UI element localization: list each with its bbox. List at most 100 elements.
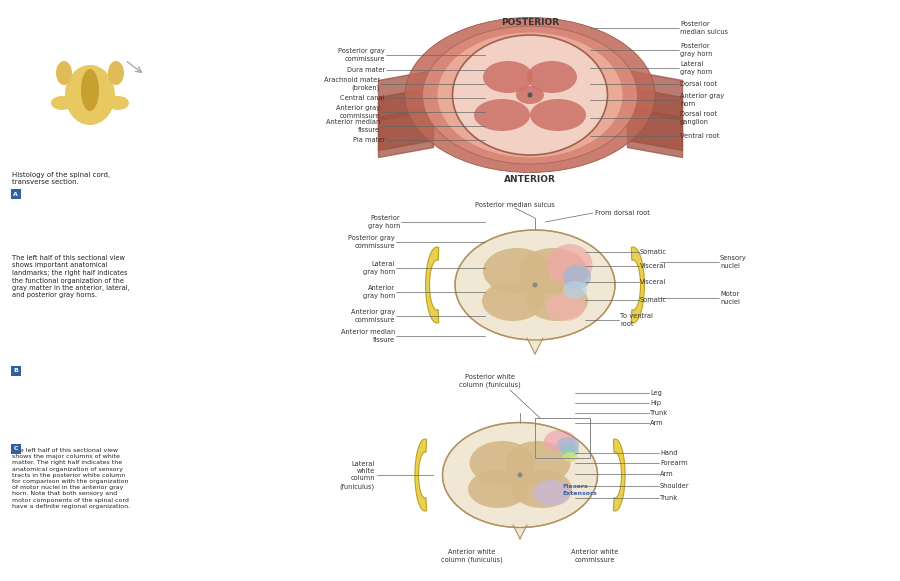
Ellipse shape xyxy=(107,96,129,110)
Text: Anterior
gray horn: Anterior gray horn xyxy=(363,285,395,299)
Polygon shape xyxy=(426,247,439,323)
Ellipse shape xyxy=(482,281,544,321)
Text: Posterior
gray horn: Posterior gray horn xyxy=(367,215,400,229)
Ellipse shape xyxy=(65,65,115,125)
Text: Ventral root: Ventral root xyxy=(680,133,719,139)
FancyBboxPatch shape xyxy=(11,188,21,199)
Text: Leg: Leg xyxy=(650,390,662,396)
Ellipse shape xyxy=(527,92,533,98)
Ellipse shape xyxy=(563,264,591,289)
Ellipse shape xyxy=(561,445,579,457)
Ellipse shape xyxy=(516,86,544,104)
Ellipse shape xyxy=(507,466,533,484)
Polygon shape xyxy=(631,247,644,323)
Text: Posterior median sulcus: Posterior median sulcus xyxy=(475,202,555,208)
Text: B: B xyxy=(14,368,18,374)
Text: Arm: Arm xyxy=(650,420,663,426)
Text: Posterior white
column (funiculus): Posterior white column (funiculus) xyxy=(459,374,521,388)
Text: POSTERIOR: POSTERIOR xyxy=(501,18,559,27)
Text: Visceral: Visceral xyxy=(640,279,666,285)
Ellipse shape xyxy=(533,480,571,506)
Ellipse shape xyxy=(533,282,537,288)
Text: To ventral
root: To ventral root xyxy=(620,313,652,327)
Text: Trunk: Trunk xyxy=(650,410,668,416)
Text: Posterior
median sulcus: Posterior median sulcus xyxy=(680,21,728,35)
Text: Sensory
nuclei: Sensory nuclei xyxy=(720,255,747,269)
Text: Flexors
Extensors: Flexors Extensors xyxy=(562,485,597,496)
Ellipse shape xyxy=(526,281,588,321)
Text: Histology of the spinal cord,
transverse section.: Histology of the spinal cord, transverse… xyxy=(12,171,110,185)
Ellipse shape xyxy=(521,275,549,295)
Ellipse shape xyxy=(530,99,586,131)
Polygon shape xyxy=(527,338,543,354)
Text: ANTERIOR: ANTERIOR xyxy=(504,175,556,184)
Ellipse shape xyxy=(443,422,598,528)
Text: Dura mater: Dura mater xyxy=(346,67,385,73)
Text: Lateral
gray horn: Lateral gray horn xyxy=(363,261,395,275)
Ellipse shape xyxy=(519,248,587,294)
Ellipse shape xyxy=(557,437,579,453)
Ellipse shape xyxy=(405,17,655,173)
Ellipse shape xyxy=(51,96,73,110)
Text: Somatic: Somatic xyxy=(640,249,667,255)
Text: Lateral
white
column
(funiculus): Lateral white column (funiculus) xyxy=(340,461,375,490)
Ellipse shape xyxy=(547,244,592,286)
Text: From dorsal root: From dorsal root xyxy=(595,210,650,216)
Ellipse shape xyxy=(81,69,99,111)
Text: Trunk: Trunk xyxy=(660,495,678,501)
Text: Anterior gray
commissure: Anterior gray commissure xyxy=(351,309,395,323)
Text: Anterior median
fissure: Anterior median fissure xyxy=(341,329,395,343)
Ellipse shape xyxy=(474,99,530,131)
Text: Visceral: Visceral xyxy=(640,263,666,269)
Text: Anterior white
column (funiculus): Anterior white column (funiculus) xyxy=(441,549,503,563)
Ellipse shape xyxy=(512,470,572,508)
Text: Hip: Hip xyxy=(650,400,661,406)
Ellipse shape xyxy=(544,430,576,452)
Text: Forearm: Forearm xyxy=(660,460,688,466)
FancyBboxPatch shape xyxy=(11,365,21,375)
Text: Anterior white
commissure: Anterior white commissure xyxy=(572,549,618,562)
Text: The left half of this sectional view
shows important anatomical
landmarks; the r: The left half of this sectional view sho… xyxy=(12,255,130,299)
FancyBboxPatch shape xyxy=(11,443,21,454)
Text: Hand: Hand xyxy=(660,450,678,456)
Ellipse shape xyxy=(56,61,72,85)
Ellipse shape xyxy=(562,452,578,462)
Ellipse shape xyxy=(453,35,608,155)
Text: C: C xyxy=(14,447,18,451)
Ellipse shape xyxy=(527,61,577,93)
Text: Dorsal root: Dorsal root xyxy=(680,81,717,87)
Ellipse shape xyxy=(455,230,615,340)
Ellipse shape xyxy=(422,26,637,164)
Text: Shoulder: Shoulder xyxy=(660,483,689,489)
Text: Somatic: Somatic xyxy=(640,297,667,303)
Ellipse shape xyxy=(483,248,551,294)
Text: Anterior median
fissure: Anterior median fissure xyxy=(326,119,380,132)
Text: A: A xyxy=(14,192,18,196)
Ellipse shape xyxy=(545,293,585,321)
Ellipse shape xyxy=(506,441,571,485)
Text: Anterior gray
commissure: Anterior gray commissure xyxy=(336,105,380,119)
Text: Arachnoid mater
(broken): Arachnoid mater (broken) xyxy=(324,77,380,91)
Ellipse shape xyxy=(468,470,528,508)
Text: Posterior gray
commissure: Posterior gray commissure xyxy=(348,235,395,249)
Text: Dorsal root
ganglion: Dorsal root ganglion xyxy=(680,111,717,125)
Text: Posterior
gray horn: Posterior gray horn xyxy=(680,43,713,57)
Text: Motor
nuclei: Motor nuclei xyxy=(720,291,740,305)
Polygon shape xyxy=(614,439,626,511)
Ellipse shape xyxy=(437,33,623,157)
Ellipse shape xyxy=(470,441,535,485)
Bar xyxy=(535,418,590,458)
Polygon shape xyxy=(513,525,527,539)
Ellipse shape xyxy=(518,472,523,478)
Polygon shape xyxy=(415,439,427,511)
Text: Arm: Arm xyxy=(660,471,673,477)
Text: Posterior gray
commissure: Posterior gray commissure xyxy=(338,48,385,62)
Ellipse shape xyxy=(108,61,124,85)
Text: Central canal: Central canal xyxy=(340,95,385,101)
Text: The left half of this sectional view
shows the major columns of white
matter. Th: The left half of this sectional view sho… xyxy=(12,448,130,509)
Text: Anterior gray
horn: Anterior gray horn xyxy=(680,93,724,107)
Ellipse shape xyxy=(563,281,587,299)
Ellipse shape xyxy=(483,61,533,93)
Text: Lateral
gray horn: Lateral gray horn xyxy=(680,61,713,75)
Text: Pia mater: Pia mater xyxy=(353,137,385,143)
